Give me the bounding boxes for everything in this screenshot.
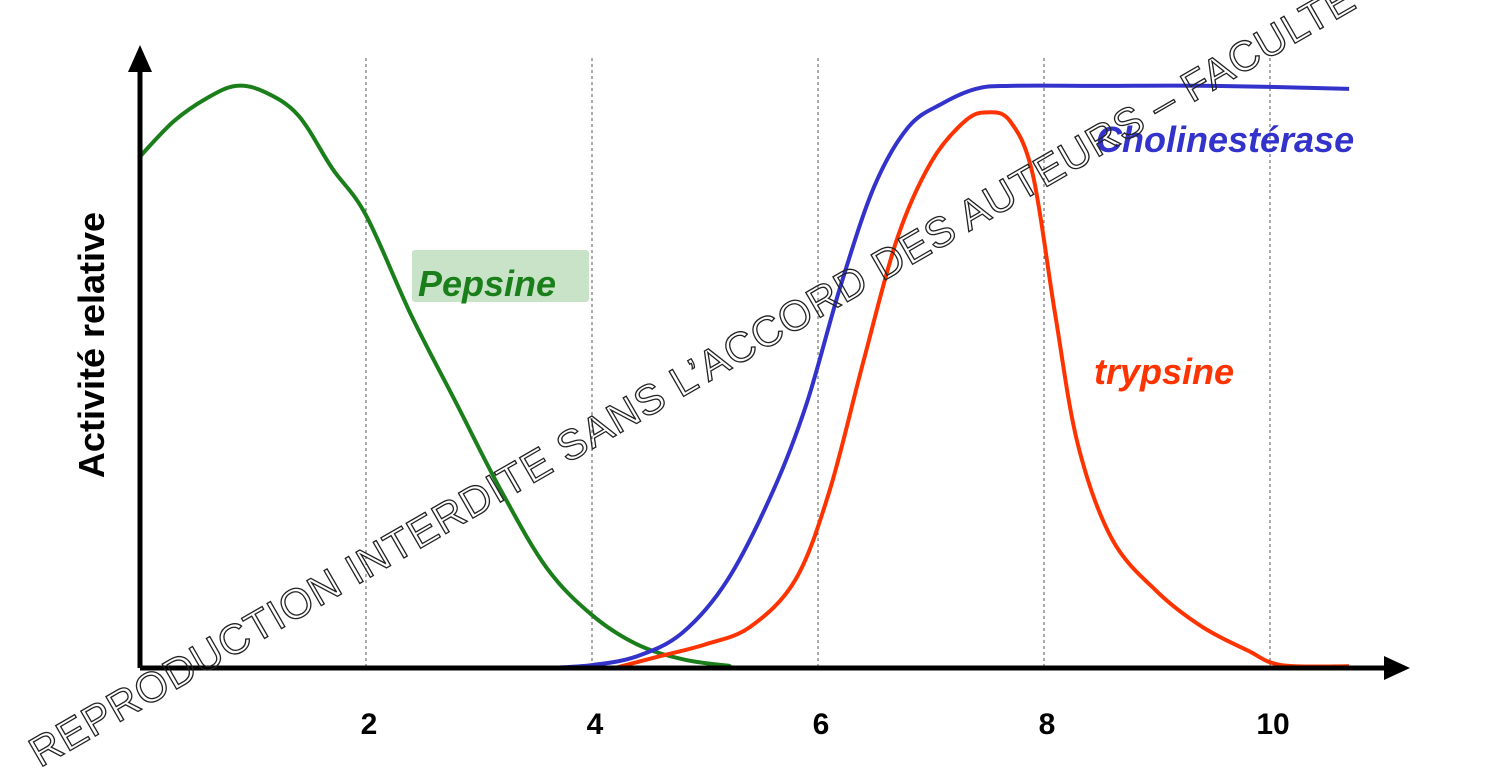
y-axis-arrow: [128, 45, 152, 72]
series-labels: Pepsine Cholinestérase trypsine: [412, 119, 1354, 392]
series-label-trypsine: trypsine: [1094, 351, 1234, 392]
series-label-cholinestrase: Cholinestérase: [1096, 119, 1354, 160]
x-tick-label: 8: [1039, 708, 1056, 741]
series-line-cholinestrase: [546, 83, 1350, 670]
x-tick-label: 10: [1256, 708, 1289, 741]
x-axis-arrow: [1384, 656, 1410, 680]
x-tick-label: 6: [813, 708, 830, 741]
series-line-trypsine: [614, 110, 1350, 670]
axes: [128, 45, 1410, 680]
x-tick-labels: 2 4 6 8 10: [361, 708, 1290, 741]
series-label-pepsine: Pepsine: [418, 263, 556, 304]
series-label-background: [412, 250, 589, 302]
y-axis-label: Activité relative: [71, 212, 112, 478]
x-tick-label: 2: [361, 708, 378, 741]
x-tick-label: 4: [587, 708, 604, 741]
